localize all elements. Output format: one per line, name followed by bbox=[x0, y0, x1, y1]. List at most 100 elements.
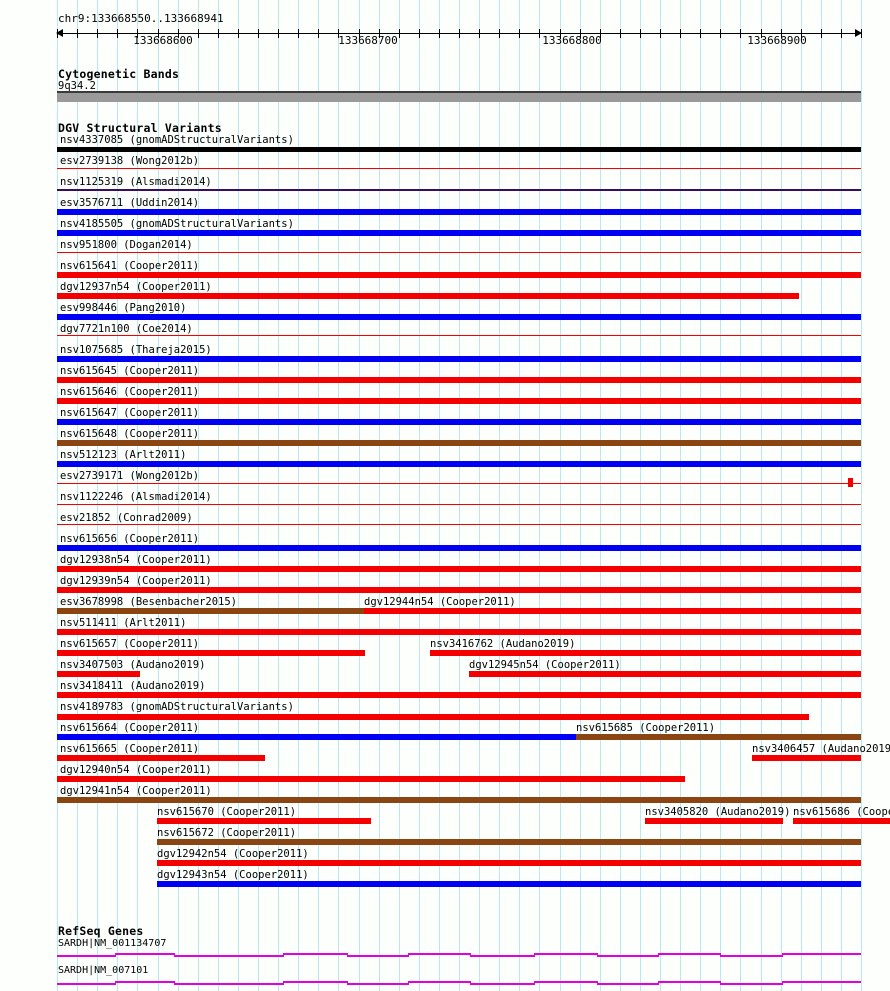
dgv-variant-label[interactable]: nsv615657 (Cooper2011) bbox=[60, 638, 200, 650]
dgv-variant-bar[interactable] bbox=[57, 797, 861, 803]
dgv-variant-label[interactable]: nsv615670 (Cooper2011) bbox=[157, 806, 297, 818]
dgv-variant-label[interactable]: nsv615685 (Cooper2011) bbox=[576, 722, 716, 734]
dgv-variant-label[interactable]: nsv615672 (Cooper2011) bbox=[157, 827, 297, 839]
dgv-variant-bar[interactable] bbox=[57, 440, 861, 446]
dgv-variant-label[interactable]: nsv4189783 (gnomADStructuralVariants) bbox=[60, 701, 294, 713]
dgv-variant-bar[interactable] bbox=[430, 650, 861, 656]
dgv-variant-label[interactable]: nsv511411 (Arlt2011) bbox=[60, 617, 187, 629]
dgv-variant-bar[interactable] bbox=[57, 461, 861, 467]
refseq-gene-transcript[interactable] bbox=[0, 981, 890, 989]
dgv-variant-label[interactable]: dgv12942n54 (Cooper2011) bbox=[157, 848, 309, 860]
dgv-variant-bar[interactable] bbox=[57, 692, 861, 698]
dgv-variant-label[interactable]: esv2739138 (Wong2012b) bbox=[60, 155, 200, 167]
dgv-variant-bar[interactable] bbox=[57, 230, 861, 236]
dgv-variant-label[interactable]: nsv615648 (Cooper2011) bbox=[60, 428, 200, 440]
dgv-variant-label[interactable]: nsv1125319 (Alsmadi2014) bbox=[60, 176, 212, 188]
dgv-variant-label[interactable]: dgv12940n54 (Cooper2011) bbox=[60, 764, 212, 776]
dgv-variant-label[interactable]: nsv615686 (Cooper2011) bbox=[793, 806, 890, 818]
dgv-variant-label[interactable]: dgv12941n54 (Cooper2011) bbox=[60, 785, 212, 797]
dgv-variant-label[interactable]: dgv7721n100 (Coe2014) bbox=[60, 323, 193, 335]
refseq-intron-riser bbox=[534, 953, 535, 957]
dgv-variant-bar[interactable] bbox=[752, 755, 861, 761]
dgv-variant-label[interactable]: nsv3407503 (Audano2019) bbox=[60, 659, 206, 671]
dgv-variant-bar[interactable] bbox=[793, 818, 890, 824]
dgv-variant-bar[interactable] bbox=[57, 147, 861, 152]
refseq-gene-label[interactable]: SARDH|NM_007101 bbox=[58, 965, 149, 976]
dgv-variant-label[interactable]: nsv615656 (Cooper2011) bbox=[60, 533, 200, 545]
dgv-variant-bar[interactable] bbox=[57, 356, 861, 362]
dgv-variant-endmark[interactable] bbox=[848, 478, 853, 487]
dgv-variant-label[interactable]: dgv12945n54 (Cooper2011) bbox=[469, 659, 621, 671]
dgv-variant-label[interactable]: nsv615641 (Cooper2011) bbox=[60, 260, 200, 272]
dgv-variant-label[interactable]: esv3678998 (Besenbacher2015) bbox=[60, 596, 238, 608]
dgv-variant-bar[interactable] bbox=[157, 839, 861, 845]
cytoband-bar[interactable] bbox=[57, 93, 861, 102]
dgv-variant-label[interactable]: esv998446 (Pang2010) bbox=[60, 302, 187, 314]
dgv-variant-label[interactable]: dgv12939n54 (Cooper2011) bbox=[60, 575, 212, 587]
dgv-variant-label[interactable]: nsv951800 (Dogan2014) bbox=[60, 239, 193, 251]
dgv-variant-bar[interactable] bbox=[57, 504, 861, 505]
dgv-variant-bar[interactable] bbox=[57, 714, 809, 720]
dgv-variant-bar[interactable] bbox=[57, 629, 861, 635]
refseq-intron-riser bbox=[720, 981, 721, 985]
dgv-variant-bar[interactable] bbox=[57, 587, 861, 593]
dgv-variant-bar[interactable] bbox=[364, 608, 861, 614]
dgv-variant-bar[interactable] bbox=[157, 881, 861, 887]
dgv-variant-label[interactable]: esv3576711 (Uddin2014) bbox=[60, 197, 200, 209]
dgv-variant-label[interactable]: esv2739171 (Wong2012b) bbox=[60, 470, 200, 482]
dgv-variant-bar[interactable] bbox=[57, 734, 861, 740]
dgv-variant-bar[interactable] bbox=[57, 209, 861, 215]
dgv-variant-label[interactable]: nsv1122246 (Alsmadi2014) bbox=[60, 491, 212, 503]
dgv-variant-bar[interactable] bbox=[576, 734, 861, 740]
dgv-variant-label[interactable]: nsv3418411 (Audano2019) bbox=[60, 680, 206, 692]
dgv-variant-label[interactable]: nsv4337085 (gnomADStructuralVariants) bbox=[60, 134, 294, 146]
dgv-variant-label[interactable]: dgv12937n54 (Cooper2011) bbox=[60, 281, 212, 293]
dgv-variant-bar[interactable] bbox=[469, 671, 861, 677]
dgv-variant-bar[interactable] bbox=[157, 818, 371, 824]
dgv-variant-bar[interactable] bbox=[57, 314, 861, 320]
dgv-variant-label[interactable]: nsv615664 (Cooper2011) bbox=[60, 722, 200, 734]
dgv-variant-bar[interactable] bbox=[57, 335, 861, 336]
dgv-variant-bar[interactable] bbox=[57, 398, 861, 404]
dgv-variant-bar[interactable] bbox=[57, 566, 861, 572]
dgv-variant-label[interactable]: nsv1075685 (Thareja2015) bbox=[60, 344, 212, 356]
dgv-variant-bar[interactable] bbox=[57, 252, 861, 253]
dgv-variant-label[interactable]: nsv615647 (Cooper2011) bbox=[60, 407, 200, 419]
coordinate-ruler[interactable] bbox=[56, 29, 862, 43]
dgv-variant-bar[interactable] bbox=[57, 776, 685, 782]
dgv-variant-bar[interactable] bbox=[57, 377, 861, 383]
dgv-variant-label[interactable]: dgv12943n54 (Cooper2011) bbox=[157, 869, 309, 881]
dgv-variant-label[interactable]: nsv615646 (Cooper2011) bbox=[60, 386, 200, 398]
dgv-variant-bar[interactable] bbox=[57, 293, 799, 299]
dgv-variant-label[interactable]: dgv12938n54 (Cooper2011) bbox=[60, 554, 212, 566]
dgv-variant-bar[interactable] bbox=[57, 524, 861, 525]
dgv-variant-label[interactable]: nsv4185505 (gnomADStructuralVariants) bbox=[60, 218, 294, 230]
dgv-variant-bar[interactable] bbox=[57, 650, 365, 656]
refseq-intron-riser bbox=[408, 981, 409, 985]
ruler-tick bbox=[499, 29, 500, 38]
dgv-variant-label[interactable]: nsv3416762 (Audano2019) bbox=[430, 638, 576, 650]
dgv-variant-label[interactable]: nsv512123 (Arlt2011) bbox=[60, 449, 187, 461]
dgv-variant-bar[interactable] bbox=[57, 545, 861, 551]
dgv-variant-label[interactable]: nsv615665 (Cooper2011) bbox=[60, 743, 200, 755]
ruler-tick bbox=[781, 29, 782, 38]
ruler-tick bbox=[700, 29, 701, 38]
dgv-variant-label[interactable]: nsv3406457 (Audano2019) bbox=[752, 743, 890, 755]
dgv-variant-bar[interactable] bbox=[57, 168, 861, 169]
dgv-variant-bar[interactable] bbox=[57, 272, 861, 278]
refseq-gene-transcript[interactable] bbox=[0, 953, 890, 961]
refseq-exon-segment bbox=[408, 953, 470, 955]
dgv-variant-bar[interactable] bbox=[157, 860, 861, 866]
dgv-variant-bar[interactable] bbox=[57, 483, 861, 484]
dgv-variant-label[interactable]: nsv3405820 (Audano2019) bbox=[645, 806, 791, 818]
dgv-variant-label[interactable]: esv21852 (Conrad2009) bbox=[60, 512, 193, 524]
dgv-variant-bar[interactable] bbox=[57, 671, 140, 677]
refseq-gene-label[interactable]: SARDH|NM_001134707 bbox=[58, 938, 167, 949]
dgv-variant-bar[interactable] bbox=[57, 419, 861, 425]
dgv-variant-bar[interactable] bbox=[57, 189, 861, 191]
dgv-variant-bar[interactable] bbox=[57, 755, 265, 761]
dgv-variant-bar[interactable] bbox=[645, 818, 783, 824]
dgv-variant-label[interactable]: dgv12944n54 (Cooper2011) bbox=[364, 596, 516, 608]
ruler-tick-label: 133668600 bbox=[133, 34, 193, 47]
dgv-variant-label[interactable]: nsv615645 (Cooper2011) bbox=[60, 365, 200, 377]
